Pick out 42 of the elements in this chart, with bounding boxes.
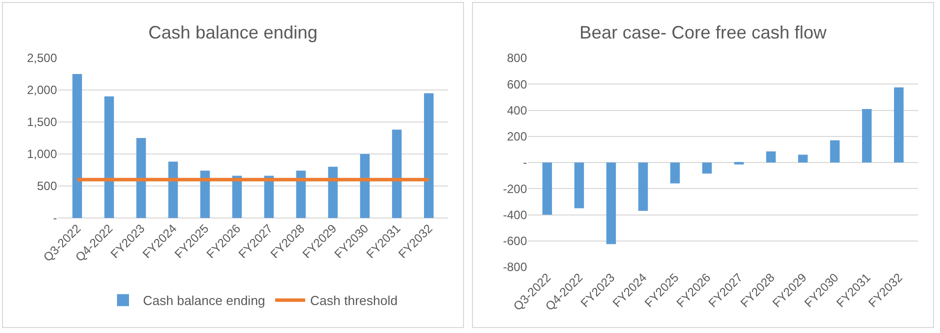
bar <box>894 87 904 162</box>
y-tick-label: -400 <box>502 208 528 222</box>
bar <box>542 162 552 215</box>
bar <box>638 162 648 211</box>
bar <box>168 162 178 218</box>
y-tick-label: - <box>523 156 527 170</box>
bar <box>296 170 306 218</box>
bar <box>72 74 82 218</box>
bar <box>264 176 274 218</box>
y-tick-label: 2,000 <box>26 83 58 98</box>
y-tick-label: 200 <box>506 130 528 144</box>
bar <box>360 154 370 218</box>
bar <box>670 162 680 184</box>
bar <box>702 162 712 174</box>
bar <box>424 93 434 218</box>
bar <box>104 96 114 218</box>
y-tick-label: -600 <box>502 234 528 248</box>
y-tick-label: 1,500 <box>26 115 58 130</box>
bar <box>606 162 616 244</box>
y-tick-label: - <box>53 211 57 226</box>
bar <box>136 138 146 218</box>
y-tick-label: 600 <box>506 77 528 92</box>
y-tick-label: 2,500 <box>26 51 58 66</box>
bar <box>328 166 338 218</box>
y-tick-label: -800 <box>502 260 528 274</box>
bar <box>766 151 776 162</box>
legend-label: Cash balance ending <box>143 293 266 308</box>
y-tick-label: 800 <box>506 51 528 66</box>
bar <box>392 130 402 218</box>
bar <box>830 140 840 162</box>
bar <box>862 108 872 162</box>
y-tick-label: 500 <box>36 179 58 194</box>
y-tick-label: 1,000 <box>26 147 58 162</box>
bar <box>232 176 242 218</box>
bar <box>574 162 584 208</box>
bar <box>798 154 808 162</box>
y-tick-label: -200 <box>502 182 528 196</box>
chart-title: Cash balance ending <box>148 22 318 42</box>
y-tick-label: 400 <box>506 103 528 118</box>
bar <box>200 170 210 218</box>
chart-title: Bear case- Core free cash flow <box>579 22 828 42</box>
legend-label: Cash threshold <box>310 293 398 308</box>
